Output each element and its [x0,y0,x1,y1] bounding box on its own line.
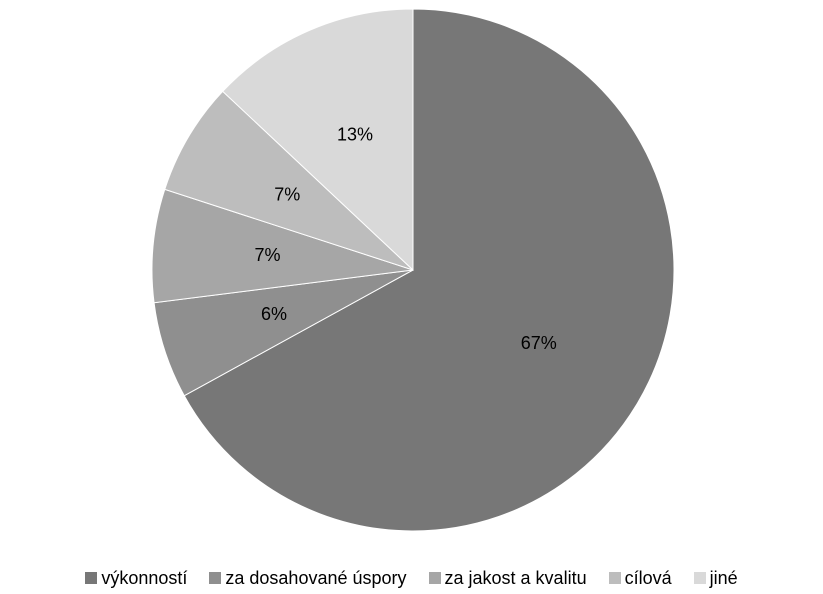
legend-item-vykonnosti: výkonností [85,568,187,589]
legend-item-jine: jiné [693,567,738,589]
pie-chart: 67% 6% 7% 7% 13% [151,8,675,532]
legend-label: za dosahované úspory [225,567,407,588]
pie-chart-canvas: 67% 6% 7% 7% 13% [151,8,675,532]
legend-swatch [85,572,98,584]
legend-label: jiné [709,567,738,588]
pie-slice-vykonnosti [183,8,675,532]
legend-item-za-jakost-a-kvalitu: za jakost a kvalitu [428,567,587,589]
legend-swatch [428,572,441,584]
slice-data-label-jine: 13% [337,125,373,145]
slice-data-label-za-jakost-a-kvalitu: 7% [254,245,280,265]
pie-slice-za-jakost-a-kvalitu [151,188,414,304]
slice-data-label-vykonnosti: 67% [521,333,557,353]
legend-item-cilova: cílová [608,567,672,589]
legend-label: za jakost a kvalitu [444,567,587,588]
pie-slice-jine [222,8,414,272]
legend-swatch [209,572,222,584]
legend-item-za-dosahovane-uspory: za dosahované úspory [209,567,407,589]
slice-data-label-cilova: 7% [274,184,300,204]
chart-legend: výkonností za dosahované úspory za jakost … [0,566,823,590]
legend-swatch [608,572,621,584]
legend-label: výkonností [101,567,188,588]
slice-data-label-za-dosahovane-uspory: 6% [261,304,287,324]
legend-label: cílová [624,567,672,588]
legend-swatch [693,572,706,584]
pie-slice-cilova [164,90,414,271]
